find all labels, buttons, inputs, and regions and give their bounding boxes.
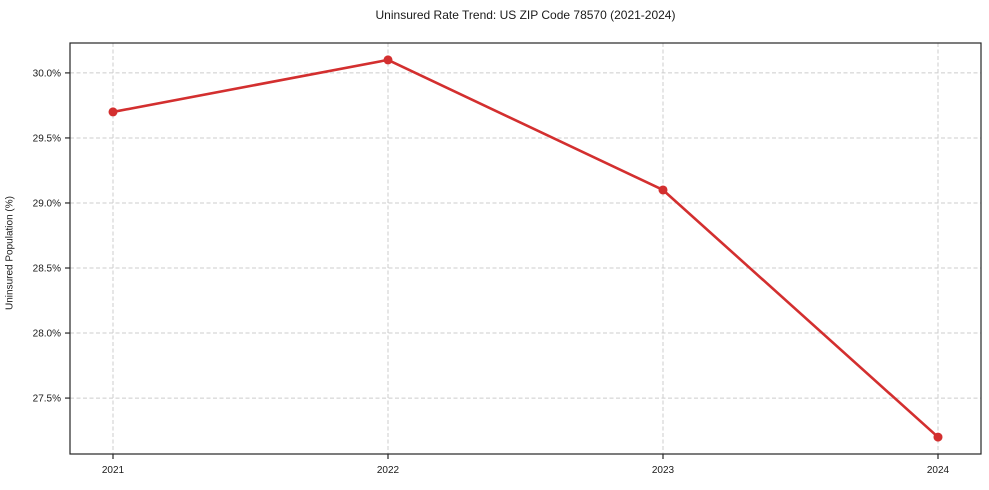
y-tick-label: 29.0% [33, 198, 61, 209]
data-point [658, 185, 668, 195]
y-tick-label: 30.0% [33, 68, 61, 79]
data-point [108, 107, 118, 117]
data-point [383, 55, 393, 65]
x-tick-label: 2022 [377, 465, 400, 476]
x-tick-label: 2023 [652, 465, 675, 476]
y-tick-label: 27.5% [33, 394, 61, 405]
y-tick-label: 29.5% [33, 133, 61, 144]
y-tick-label: 28.0% [33, 329, 61, 340]
x-tick-label: 2021 [102, 465, 125, 476]
x-tick-label: 2024 [927, 465, 950, 476]
data-point [933, 432, 943, 442]
chart-title: Uninsured Rate Trend: US ZIP Code 78570 … [375, 8, 676, 22]
y-tick-label: 28.5% [33, 264, 61, 275]
trend-line [111, 58, 940, 439]
plot-border [69, 42, 982, 455]
